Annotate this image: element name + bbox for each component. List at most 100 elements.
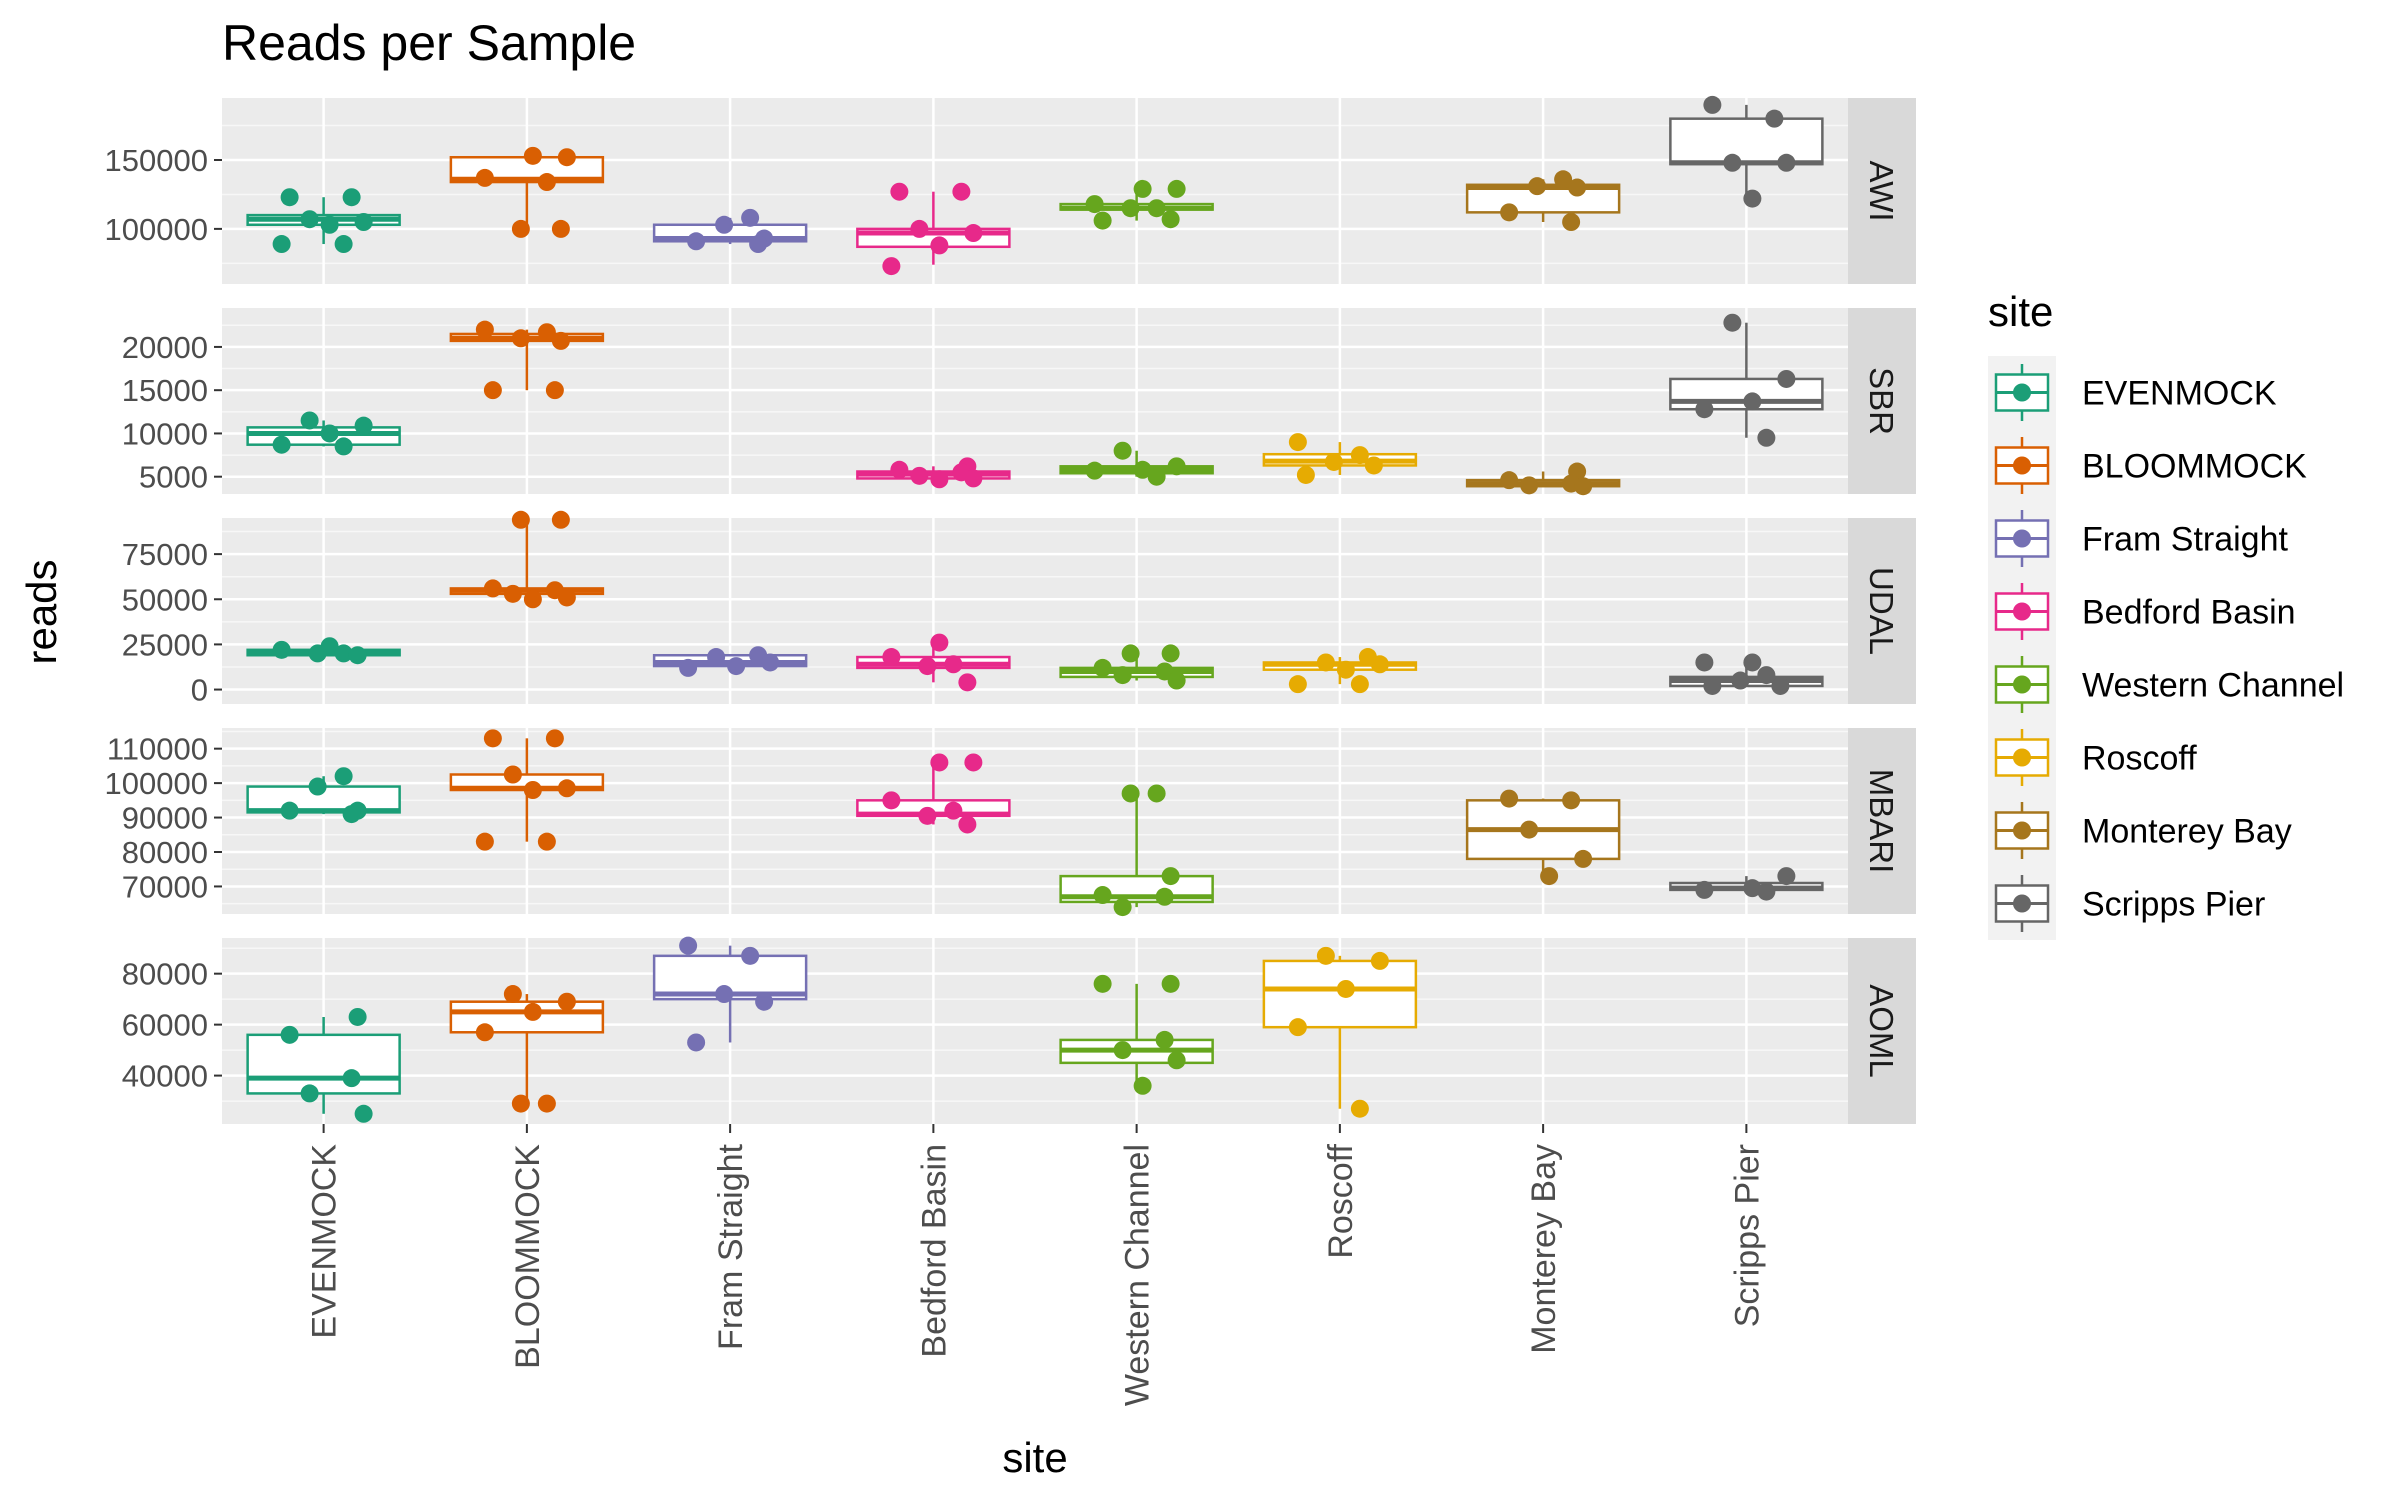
data-point [537, 1094, 556, 1113]
data-point [483, 381, 502, 400]
data-point [1765, 109, 1784, 128]
data-point [964, 469, 983, 488]
facet-strip-label: SBR [1863, 367, 1900, 435]
legend-item-evenmock: EVENMOCK [1988, 356, 2277, 429]
legend-key-point [2013, 821, 2031, 840]
data-point [1093, 974, 1112, 993]
data-point [1743, 879, 1762, 898]
box-western-channel [1059, 441, 1214, 486]
data-point [551, 331, 570, 350]
data-point [280, 801, 299, 820]
data-point [910, 466, 929, 485]
data-point [354, 416, 373, 435]
box-roscoff [1262, 946, 1418, 1118]
data-point [1288, 1018, 1307, 1037]
facet-strip-label: MBARI [1863, 769, 1900, 874]
data-point [1500, 203, 1519, 222]
data-point [1085, 195, 1104, 214]
data-point [523, 146, 542, 165]
y-tick-label: 80000 [122, 957, 208, 992]
data-point [741, 946, 760, 965]
data-point [707, 648, 726, 667]
box-evenmock [246, 188, 401, 254]
legend-item-monterey-bay: Monterey Bay [1988, 794, 2292, 867]
data-point [354, 213, 373, 231]
box-roscoff [1262, 433, 1418, 484]
box-scripps-pier [1669, 867, 1824, 901]
facet-udal: 0 25000 50000 75000 UDAL [122, 510, 1916, 708]
x-tick-label: Western Channel [1119, 1144, 1157, 1406]
box-western-channel [1059, 974, 1214, 1095]
chart-title: Reads per Sample [222, 15, 636, 71]
data-point [511, 1094, 530, 1113]
y-tick-label: 50000 [122, 582, 208, 617]
data-point [511, 219, 530, 238]
panel-background [222, 518, 1848, 704]
box-bloommock [449, 510, 605, 609]
box-evenmock [246, 637, 401, 665]
box-monterey-bay [1465, 789, 1621, 886]
legend-item-bloommock: BLOOMMOCK [1988, 429, 2307, 502]
y-tick-label: 10000 [122, 416, 208, 451]
y-tick-label: 20000 [122, 330, 208, 365]
y-tick-label: 100000 [105, 212, 208, 247]
box-evenmock [246, 411, 401, 456]
x-tick-label: Bedford Basin [915, 1144, 953, 1358]
data-point [308, 777, 327, 796]
legend-key-point [2013, 894, 2031, 913]
data-point [1336, 660, 1355, 679]
data-point [475, 320, 494, 339]
legend-label: Monterey Bay [2082, 813, 2292, 851]
y-tick-label: 150000 [105, 143, 208, 178]
data-point [1167, 1051, 1186, 1070]
data-point [930, 236, 949, 255]
y-tick-label: 90000 [122, 801, 208, 836]
data-point [1757, 882, 1776, 901]
data-point [1161, 644, 1180, 663]
data-point [1167, 671, 1186, 690]
data-point [503, 584, 522, 603]
data-point [1540, 867, 1559, 886]
data-point [1316, 653, 1335, 672]
box-bedford-basin [856, 457, 1011, 489]
facet-aoml: 40000 60000 80000 AOML [122, 936, 1916, 1124]
data-point [1777, 867, 1796, 886]
data-point [537, 173, 556, 192]
data-point [1370, 655, 1389, 674]
data-point [944, 655, 963, 674]
data-point [1743, 653, 1762, 672]
box-scripps-pier [1669, 653, 1824, 695]
data-point [1161, 210, 1180, 229]
data-point [741, 208, 760, 227]
legend-item-bedford-basin: Bedford Basin [1988, 575, 2296, 648]
data-point [1562, 791, 1581, 810]
legend-label: Fram Straight [2082, 521, 2288, 559]
data-point [348, 1007, 367, 1026]
box-bloommock [449, 146, 605, 238]
box-western-channel [1059, 644, 1214, 690]
data-point [475, 168, 494, 187]
facet-strip-label: AOML [1863, 984, 1900, 1078]
data-point [918, 657, 937, 676]
legend-key-point [2013, 748, 2031, 767]
legend-item-roscoff: Roscoff [1988, 721, 2197, 794]
box-body [246, 1033, 401, 1095]
legend-key-point [2013, 675, 2031, 694]
box-bedford-basin [856, 753, 1011, 834]
data-point [300, 411, 319, 430]
data-point [1731, 671, 1750, 690]
box-bedford-basin [856, 633, 1011, 692]
data-point [1147, 467, 1166, 486]
data-point [679, 658, 698, 677]
data-point [930, 633, 949, 652]
data-point [1703, 676, 1722, 695]
data-point [300, 1084, 319, 1103]
data-point [503, 985, 522, 1004]
data-point [930, 470, 949, 489]
box-fram-straight [652, 646, 808, 677]
y-tick-label: 25000 [122, 627, 208, 662]
data-point [1161, 867, 1180, 886]
legend-key-point [2013, 456, 2031, 475]
data-point [1093, 211, 1112, 230]
data-point [958, 815, 977, 834]
